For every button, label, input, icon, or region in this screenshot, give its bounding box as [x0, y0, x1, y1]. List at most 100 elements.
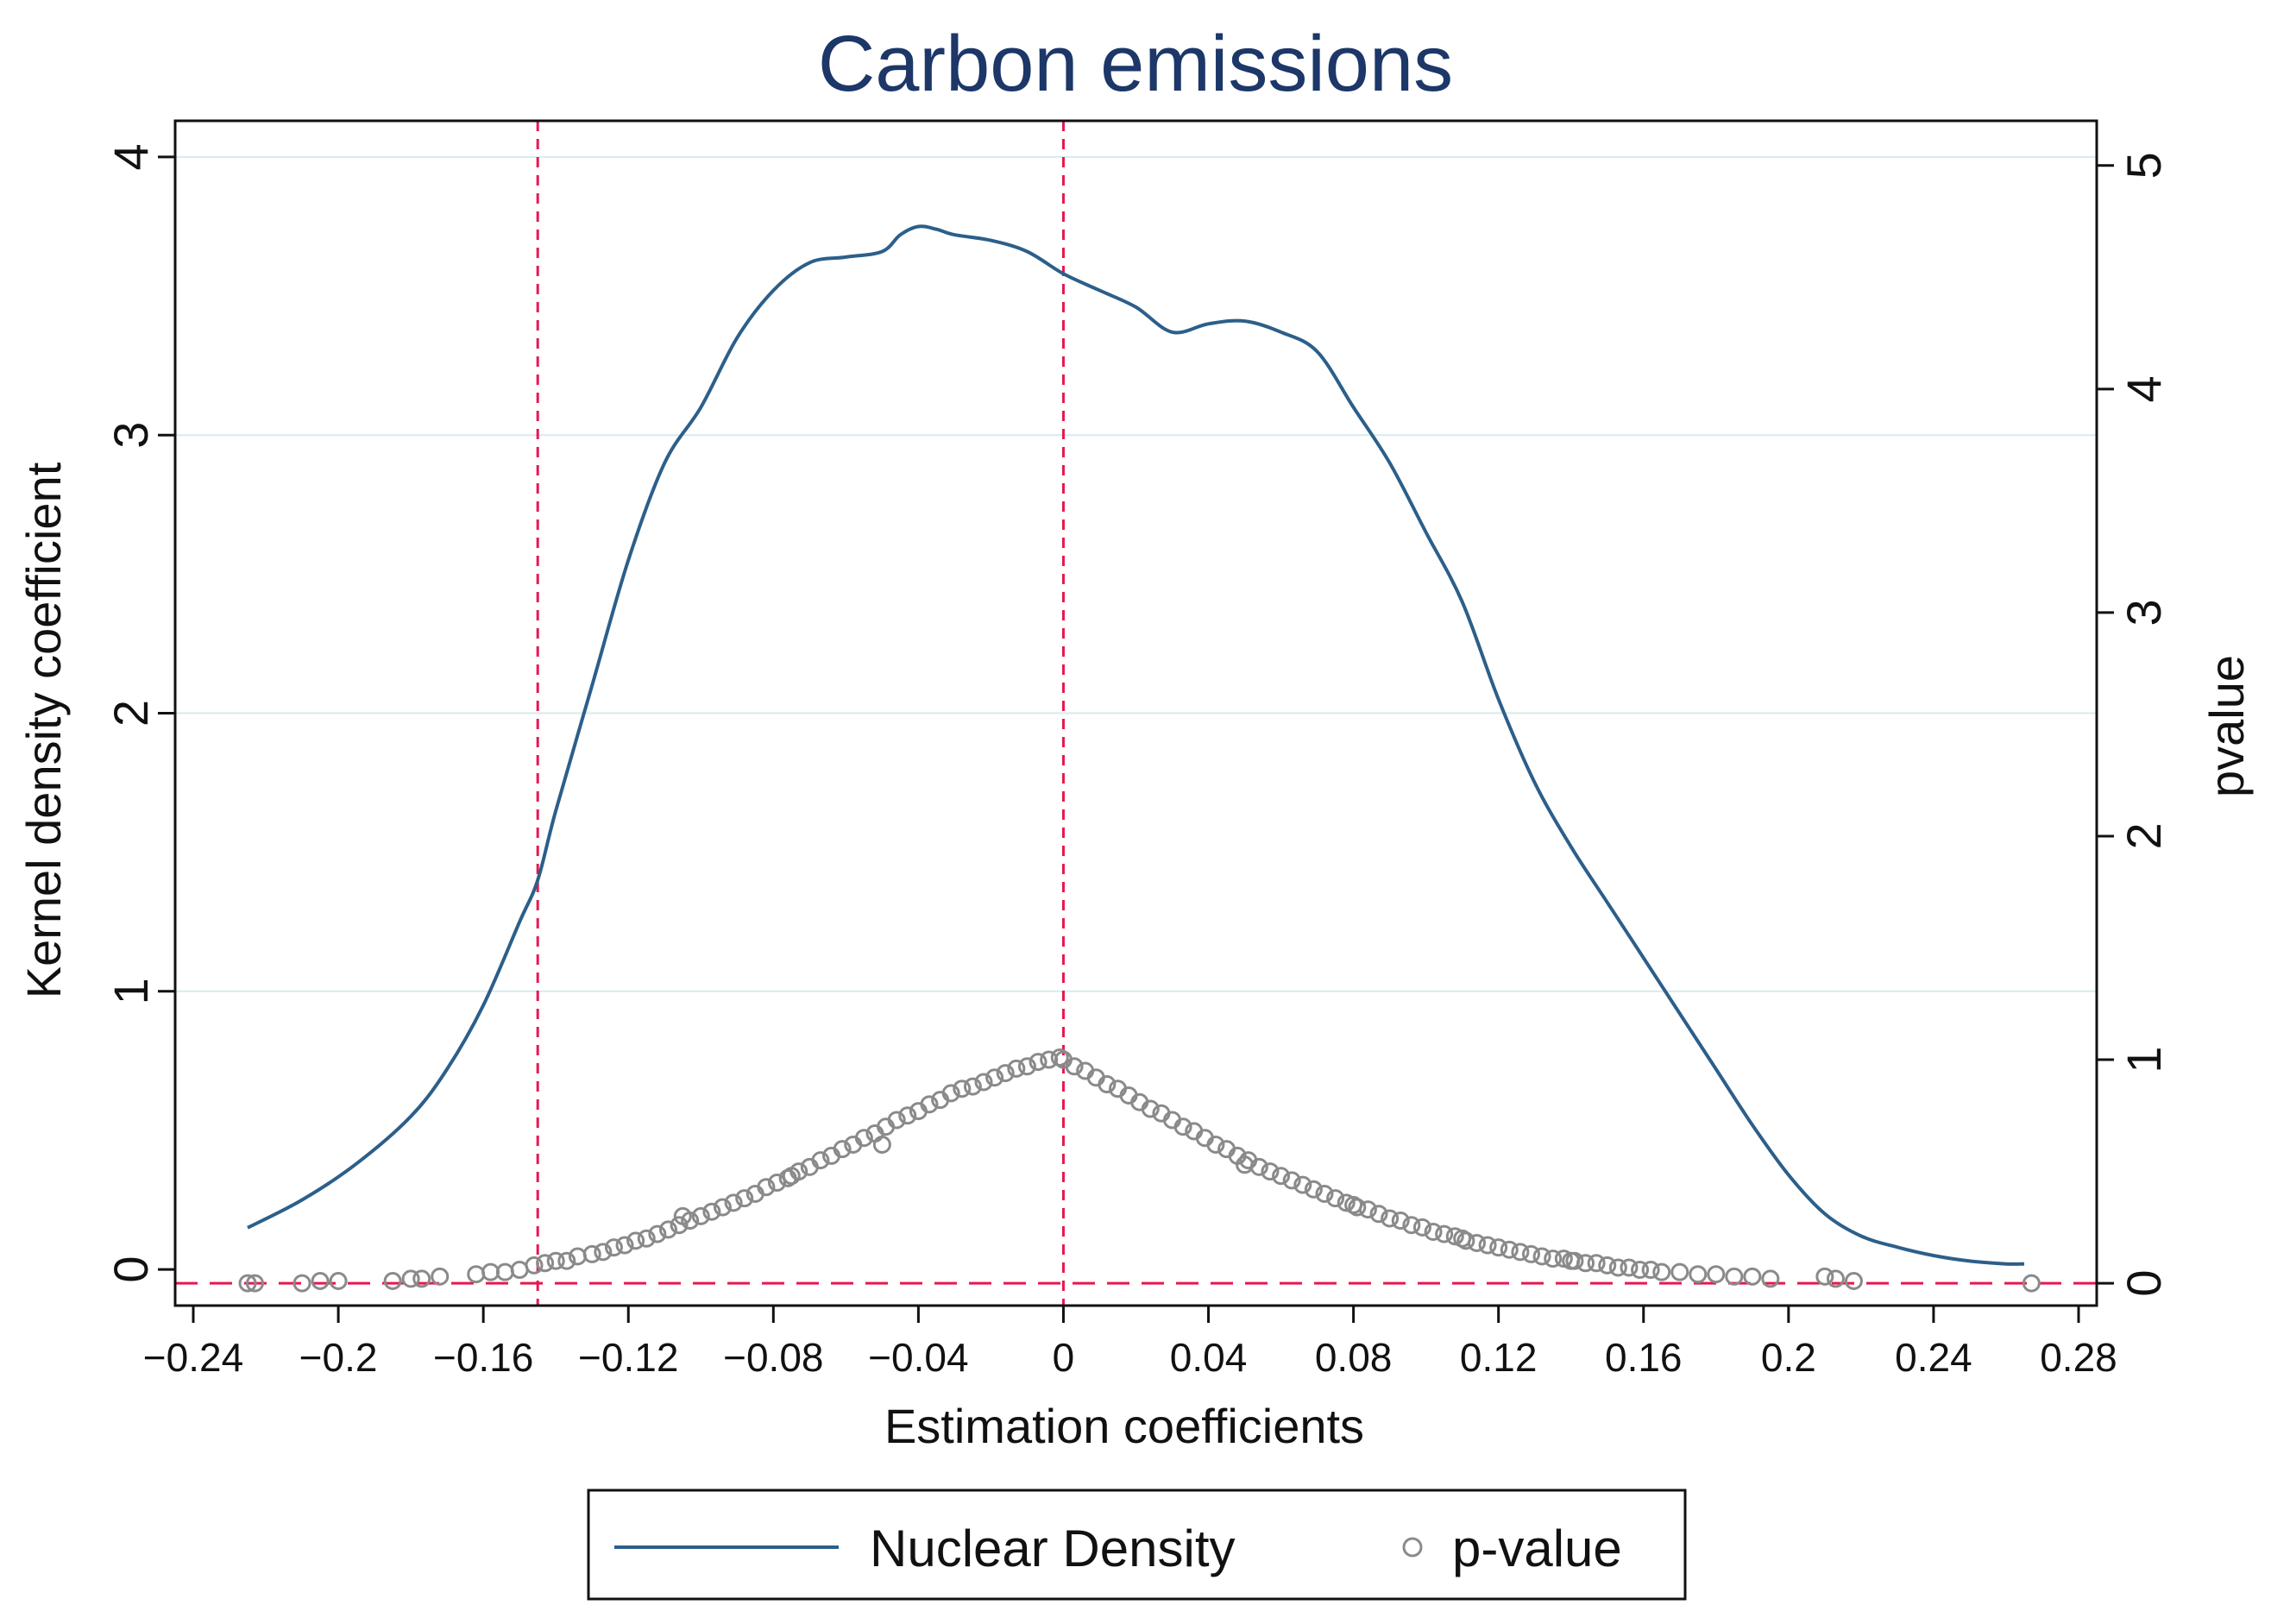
p-value-point: [1478, 1236, 1497, 1255]
p-value-point: [1391, 1212, 1410, 1231]
p-value-point: [691, 1206, 710, 1225]
p-value-point: [854, 1129, 873, 1148]
p-value-point: [1641, 1261, 1660, 1280]
p-value-point: [1065, 1057, 1084, 1076]
y2-tick-label: 3: [2117, 599, 2171, 626]
p-value-point: [658, 1220, 677, 1239]
p-value-point: [401, 1269, 420, 1288]
x-tick-label: 0.12: [1460, 1335, 1538, 1380]
x-tick-label: −0.04: [868, 1335, 968, 1380]
legend-pvalue-swatch: [1402, 1537, 1423, 1558]
p-value-point: [1029, 1053, 1047, 1072]
p-value-point: [1098, 1075, 1117, 1094]
y2-axis-label: pvalue: [2199, 655, 2254, 797]
p-value-point: [1173, 1117, 1192, 1136]
p-value-point: [1844, 1272, 1863, 1291]
p-value-point: [941, 1084, 960, 1103]
p-value-point: [985, 1068, 1004, 1087]
x-tick-label: −0.2: [299, 1335, 378, 1380]
legend: Nuclear Density p-value: [587, 1489, 1687, 1601]
y2-axis-ticks: 0 1 2 3 4 5: [2097, 152, 2171, 1297]
p-value-point: [1511, 1243, 1530, 1262]
p-value-point: [898, 1106, 917, 1125]
y2-tick-label: 2: [2117, 822, 2171, 849]
legend-pvalue-label: p-value: [1452, 1520, 1622, 1577]
p-value-point: [1631, 1261, 1650, 1280]
p-value-point: [525, 1256, 544, 1275]
p-value-point: [637, 1229, 656, 1248]
y-tick-label: 0: [104, 1256, 158, 1283]
p-value-point: [1381, 1209, 1400, 1228]
p-value-point: [1587, 1254, 1606, 1273]
p-value-point: [1826, 1269, 1845, 1288]
p-value-point: [582, 1244, 601, 1263]
p-value-point: [757, 1178, 776, 1197]
p-value-point: [1522, 1244, 1541, 1263]
p-value-point: [963, 1077, 982, 1096]
p-value-point: [1337, 1193, 1356, 1212]
y2-tick-label: 4: [2117, 375, 2171, 402]
p-value-point: [1532, 1247, 1551, 1266]
p-value-point: [1272, 1167, 1291, 1186]
y-tick-label: 1: [104, 978, 158, 1004]
p-value-point: [1424, 1223, 1443, 1242]
p-value-point: [735, 1189, 754, 1208]
p-value-point: [920, 1095, 939, 1114]
p-value-point: [1435, 1224, 1454, 1243]
nuclear-density-line: [247, 224, 2025, 1266]
p-value-point: [1608, 1258, 1627, 1277]
p-value-point: [648, 1224, 667, 1243]
legend-box: [587, 1489, 1687, 1601]
chart-title: Carbon emissions: [818, 20, 1453, 108]
x-tick-label: 0.28: [2040, 1335, 2117, 1380]
p-value-point: [1282, 1171, 1301, 1190]
p-value-point: [833, 1140, 852, 1159]
p-value-point: [1017, 1057, 1036, 1076]
p-value-point: [1554, 1249, 1573, 1268]
p-value-point: [1489, 1238, 1508, 1257]
p-value-point: [329, 1272, 348, 1291]
p-value-point: [782, 1167, 801, 1186]
x-tick-label: −0.24: [143, 1335, 243, 1380]
y2-tick-label: 1: [2117, 1046, 2171, 1073]
p-value-point: [1344, 1195, 1363, 1214]
p-value-point: [1402, 1216, 1421, 1235]
p-value-point: [1453, 1229, 1472, 1248]
p-value-point: [383, 1272, 402, 1291]
p-value-point: [670, 1216, 689, 1235]
p-value-point: [238, 1274, 257, 1293]
y-axis-ticks: 0 1 2 3 4: [104, 143, 175, 1283]
p-value-point: [1815, 1267, 1834, 1286]
p-value-point: [713, 1198, 732, 1217]
x-tick-label: −0.16: [433, 1335, 533, 1380]
p-value-point: [1725, 1267, 1744, 1286]
x-tick-label: 0.08: [1315, 1335, 1393, 1380]
p-value-point: [1544, 1249, 1563, 1268]
grid-lines: [175, 155, 2097, 992]
p-value-point: [1304, 1180, 1323, 1199]
x-tick-label: 0.04: [1170, 1335, 1248, 1380]
p-value-point: [2022, 1274, 2041, 1293]
p-value-point: [1261, 1162, 1280, 1181]
p-value-point: [1670, 1262, 1689, 1281]
x-axis-ticks: −0.24 −0.2 −0.16 −0.12 −0.08 −0.04 0 0.04 0.08 0.…: [143, 1306, 2117, 1380]
p-value-point: [557, 1251, 576, 1270]
p-value-point: [604, 1238, 623, 1257]
p-value-point: [1500, 1240, 1519, 1259]
y2-tick-label: 5: [2117, 152, 2171, 179]
x-axis-label: Estimation coefficients: [884, 1399, 1364, 1453]
p-value-point: [953, 1080, 972, 1098]
p-value-point: [974, 1073, 993, 1092]
p-value-point: [768, 1174, 787, 1193]
p-value-point: [872, 1135, 891, 1154]
p-value-point: [1412, 1218, 1431, 1237]
p-value-point: [546, 1251, 565, 1270]
p-value-point: [887, 1111, 906, 1130]
p-value-point: [1620, 1258, 1639, 1277]
p-value-point: [615, 1236, 634, 1255]
x-tick-label: 0: [1053, 1335, 1075, 1380]
p-value-point: [431, 1267, 450, 1286]
x-tick-label: 0.16: [1605, 1335, 1683, 1380]
